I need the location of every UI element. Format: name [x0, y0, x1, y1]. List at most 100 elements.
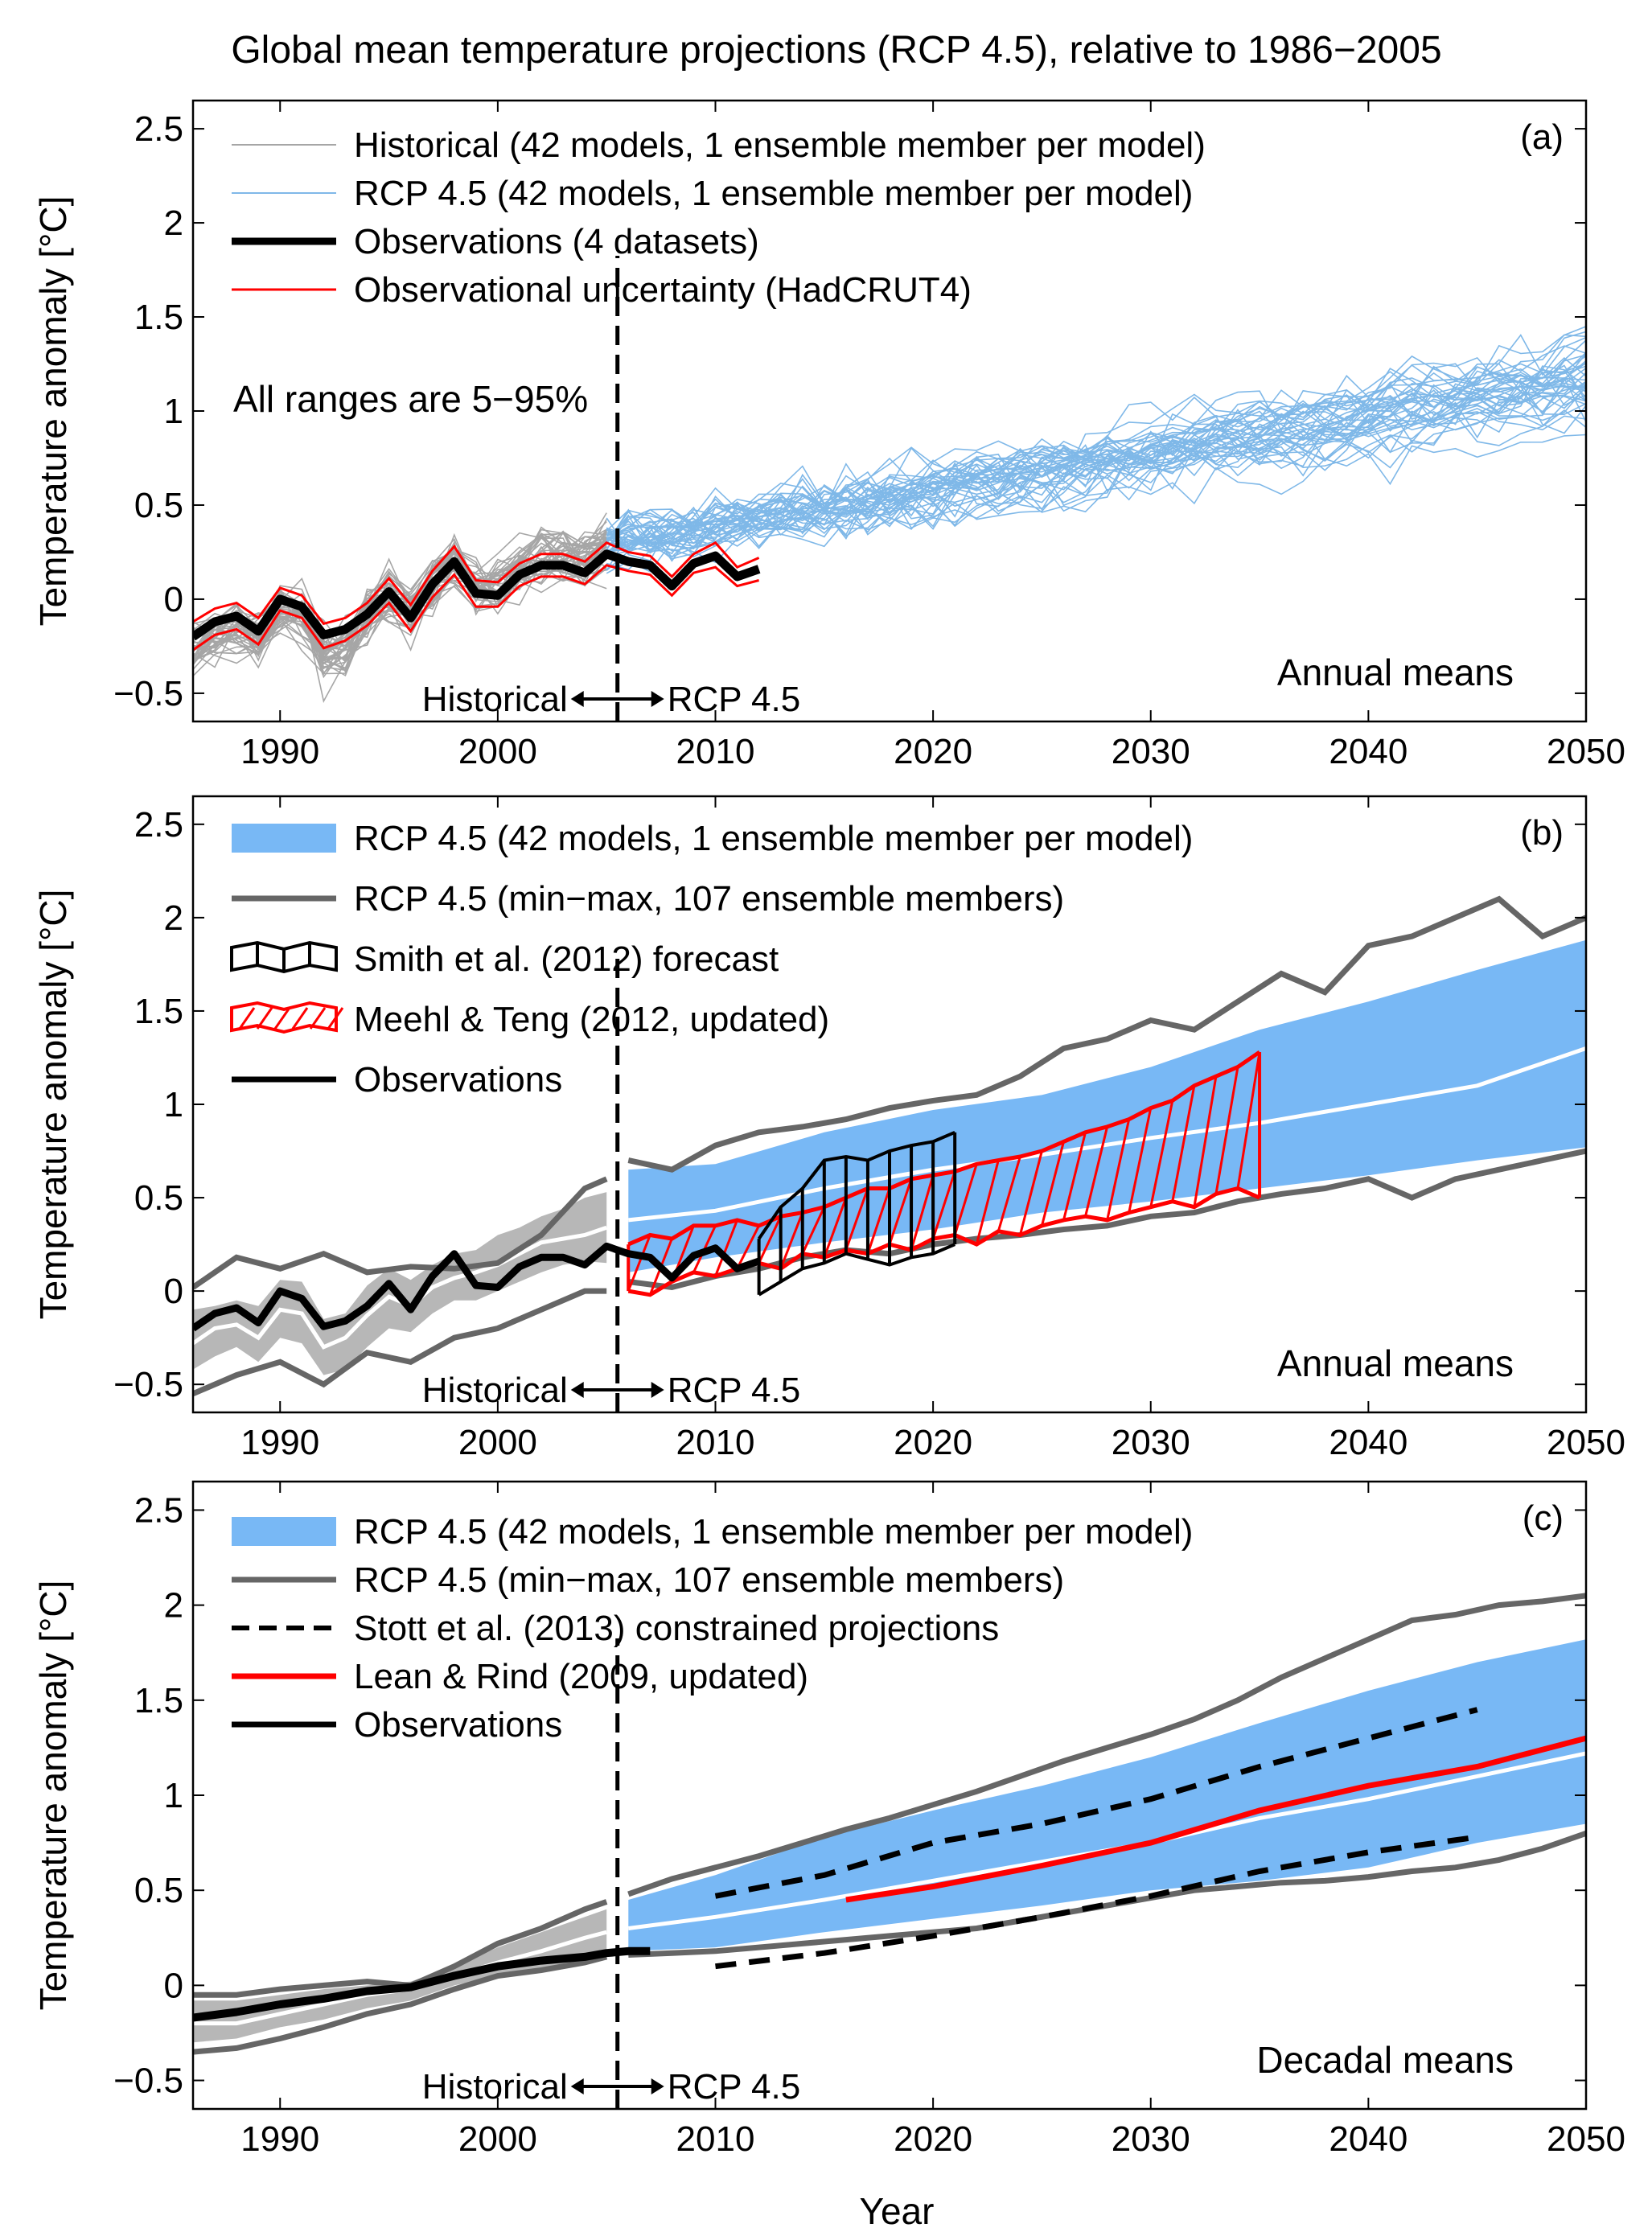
arrow-head-left [570, 2078, 584, 2094]
rcp-model-line [606, 368, 1586, 552]
meehl-teng-forecast [627, 1050, 1262, 1297]
meehl-hatch [779, 1212, 804, 1269]
legend: RCP 4.5 (42 models, 1 ensemble member pe… [232, 1512, 1193, 1745]
legend-item: RCP 4.5 (42 models, 1 ensemble member pe… [232, 819, 1193, 858]
meehl-hatch [1236, 1051, 1261, 1189]
y-tick-label: 1.5 [134, 298, 183, 337]
legend-label: Smith et al. (2012) forecast [354, 939, 779, 979]
meehl-hatch [975, 1160, 1000, 1245]
historical-model-line [193, 532, 607, 662]
plot-area [193, 326, 1586, 703]
y-tick-label: 0.5 [134, 486, 183, 525]
minmax-upper-historical [193, 1176, 608, 1290]
x-tick-label: 2010 [676, 732, 755, 771]
historical-label: Historical [422, 1371, 568, 1410]
minmax-lower-historical [193, 1288, 607, 1397]
y-tick-label: 2.5 [134, 109, 183, 149]
smith-forecast [757, 1130, 957, 1297]
x-tick-label: 1990 [240, 1423, 319, 1462]
observations-line [193, 549, 761, 641]
legend-label: RCP 4.5 (min−max, 107 ensemble members) [354, 1560, 1064, 1600]
y-tick-label: 2.5 [134, 805, 183, 845]
legend-hatch-line [238, 1007, 256, 1030]
x-tick-label: 2050 [1547, 1423, 1625, 1462]
panel-label: (b) [1520, 813, 1564, 853]
meehl-hatch [910, 1174, 935, 1251]
y-axis-label: Temperature anomaly [°C] [32, 890, 74, 1320]
legend-hatch-line [327, 1007, 344, 1030]
meehl-hatch [1018, 1150, 1043, 1235]
x-tick-label: 2010 [676, 2119, 755, 2159]
observations-line [193, 1946, 651, 2022]
y-tick-label: −0.5 [113, 1365, 183, 1404]
x-tick-label: 2040 [1329, 1423, 1407, 1462]
arrow-head-left [570, 1382, 584, 1398]
legend-item: Observations [232, 1705, 562, 1745]
meehl-hatch [736, 1225, 760, 1269]
legend-swatch-meehl [230, 1001, 344, 1034]
y-tick-label: 0 [164, 580, 183, 619]
lean-rind-line [845, 1735, 1586, 1903]
x-tick-label: 2030 [1112, 2119, 1190, 2159]
x-tick-label: 2030 [1112, 1423, 1190, 1462]
rcp-model-line [606, 364, 1586, 554]
meehl-hatch [823, 1197, 848, 1258]
x-tick-label: 2010 [676, 1423, 755, 1462]
x-tick-label: 2020 [894, 732, 972, 771]
legend-hatch-line [273, 1007, 291, 1030]
legend-label: Observational uncertainty (HadCRUT4) [354, 270, 972, 310]
rcp-model-line [606, 385, 1586, 548]
y-tick-label: 1 [164, 392, 183, 431]
meehl-hatch [1171, 1085, 1196, 1202]
legend-label: Meehl & Teng (2012, updated) [354, 1000, 829, 1039]
y-axis-label: Temperature anomaly [°C] [32, 1580, 74, 2011]
y-tick-label: 2.5 [134, 1490, 183, 1530]
x-tick-label: 2000 [458, 2119, 537, 2159]
meehl-hatch [997, 1156, 1021, 1232]
arrow-head-right [651, 691, 664, 707]
rcp-label: RCP 4.5 [668, 680, 801, 719]
rcp-model-line [606, 352, 1586, 548]
x-tick-label: 2030 [1112, 732, 1190, 771]
y-tick-label: 0 [164, 1966, 183, 2005]
averaging-label: Decadal means [1256, 2039, 1514, 2081]
legend-hatch-line [256, 1007, 273, 1030]
minmax-upper-rcp [627, 1593, 1586, 1897]
y-tick-label: 0 [164, 1272, 183, 1311]
y-tick-label: 1 [164, 1776, 183, 1815]
legend-label: Observations (4 datasets) [354, 222, 759, 261]
averaging-label: Annual means [1277, 1342, 1514, 1384]
meehl-upper [627, 1050, 1261, 1247]
rcp-model-line [606, 362, 1586, 555]
panel-label: (a) [1520, 117, 1564, 157]
meehl-hatch [1193, 1075, 1218, 1207]
legend-item: Smith et al. (2012) forecast [230, 939, 779, 979]
meehl-hatch [627, 1234, 651, 1292]
x-tick-label: 1990 [240, 732, 319, 771]
legend-item: Meehl & Teng (2012, updated) [230, 1000, 829, 1039]
y-tick-label: 2 [164, 898, 183, 938]
arrow-head-left [570, 691, 584, 707]
y-tick-label: 1.5 [134, 1681, 183, 1720]
legend-label: RCP 4.5 (42 models, 1 ensemble member pe… [354, 174, 1193, 213]
obs-uncertainty-lower [193, 564, 759, 652]
rcp-model-line [606, 334, 1586, 545]
plot-area [193, 895, 1586, 1397]
legend-swatch-smith [230, 940, 338, 974]
meehl-hatch [714, 1219, 738, 1277]
y-tick-label: −0.5 [113, 2061, 183, 2101]
legend-hatch-line [291, 1007, 309, 1030]
legend: Historical (42 models, 1 ensemble member… [232, 125, 1206, 310]
y-tick-label: 2 [164, 1586, 183, 1626]
rcp-model-line [606, 334, 1586, 562]
minmax-lower-historical [193, 1954, 608, 2055]
meehl-hatch [953, 1163, 978, 1235]
meehl-hatch [1062, 1132, 1087, 1221]
meehl-hatch [1128, 1108, 1153, 1213]
rcp-band [628, 1639, 1586, 1951]
meehl-hatch [931, 1171, 956, 1239]
x-tick-label: 2020 [894, 1423, 972, 1462]
rcp-model-lines [606, 326, 1586, 574]
panel-a: 1990 2000 2010 2020 2030 2040 2050 −0.5 0 0.5 1 1.5… [32, 99, 1625, 771]
